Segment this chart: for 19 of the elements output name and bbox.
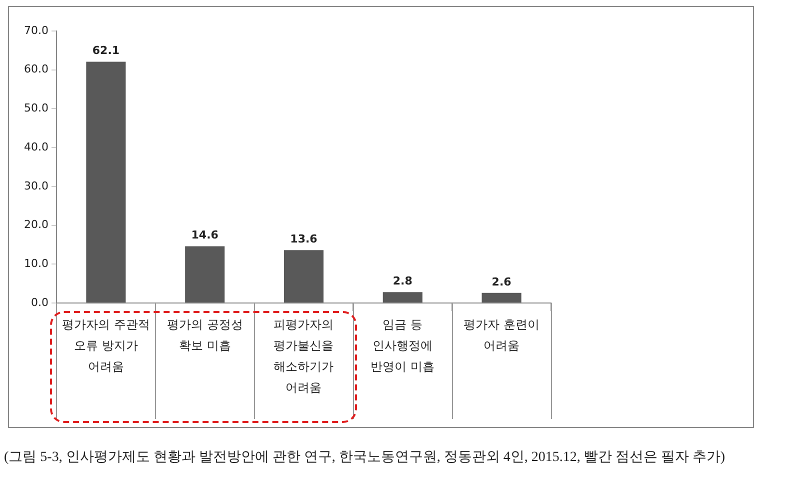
data-label: 2.8: [392, 274, 412, 288]
data-label: 62.1: [92, 44, 120, 58]
y-tick-label: 0.0: [30, 296, 48, 309]
data-label: 14.6: [191, 228, 219, 242]
x-tick-label: 임금 등 인사행정에 반영이 미흡: [370, 318, 435, 374]
x-tick-label: 평가자 훈련이 어려움: [464, 318, 540, 353]
y-tick-label: 40.0: [24, 140, 48, 154]
data-label: 13.6: [290, 232, 318, 246]
y-tick-label: 60.0: [24, 62, 48, 76]
y-tick-label: 10.0: [24, 257, 48, 270]
y-tick-label: 20.0: [24, 218, 48, 232]
x-tick-label: 평가의 공정성 확보 미흡: [166, 318, 243, 353]
text: (그림 5-3, 인사평가제도 현황과 발전방안에 관한 연구, 한국노동연구원, 정동관외 4인, 2015.12, 빨간 점선은 필자 추가): [4, 449, 726, 467]
y-tick-label: 30.0: [24, 179, 48, 192]
data-label: 2.6: [492, 275, 512, 288]
y-tick-label: 70.0: [24, 24, 48, 37]
x-tick-label: 피평가자의 평가불신을 해소하기가 어려움: [274, 318, 334, 395]
x-tick-label: 평가자의 주관적 오류 방지가 어려움: [62, 318, 150, 374]
y-tick-label: 50.0: [24, 102, 48, 115]
